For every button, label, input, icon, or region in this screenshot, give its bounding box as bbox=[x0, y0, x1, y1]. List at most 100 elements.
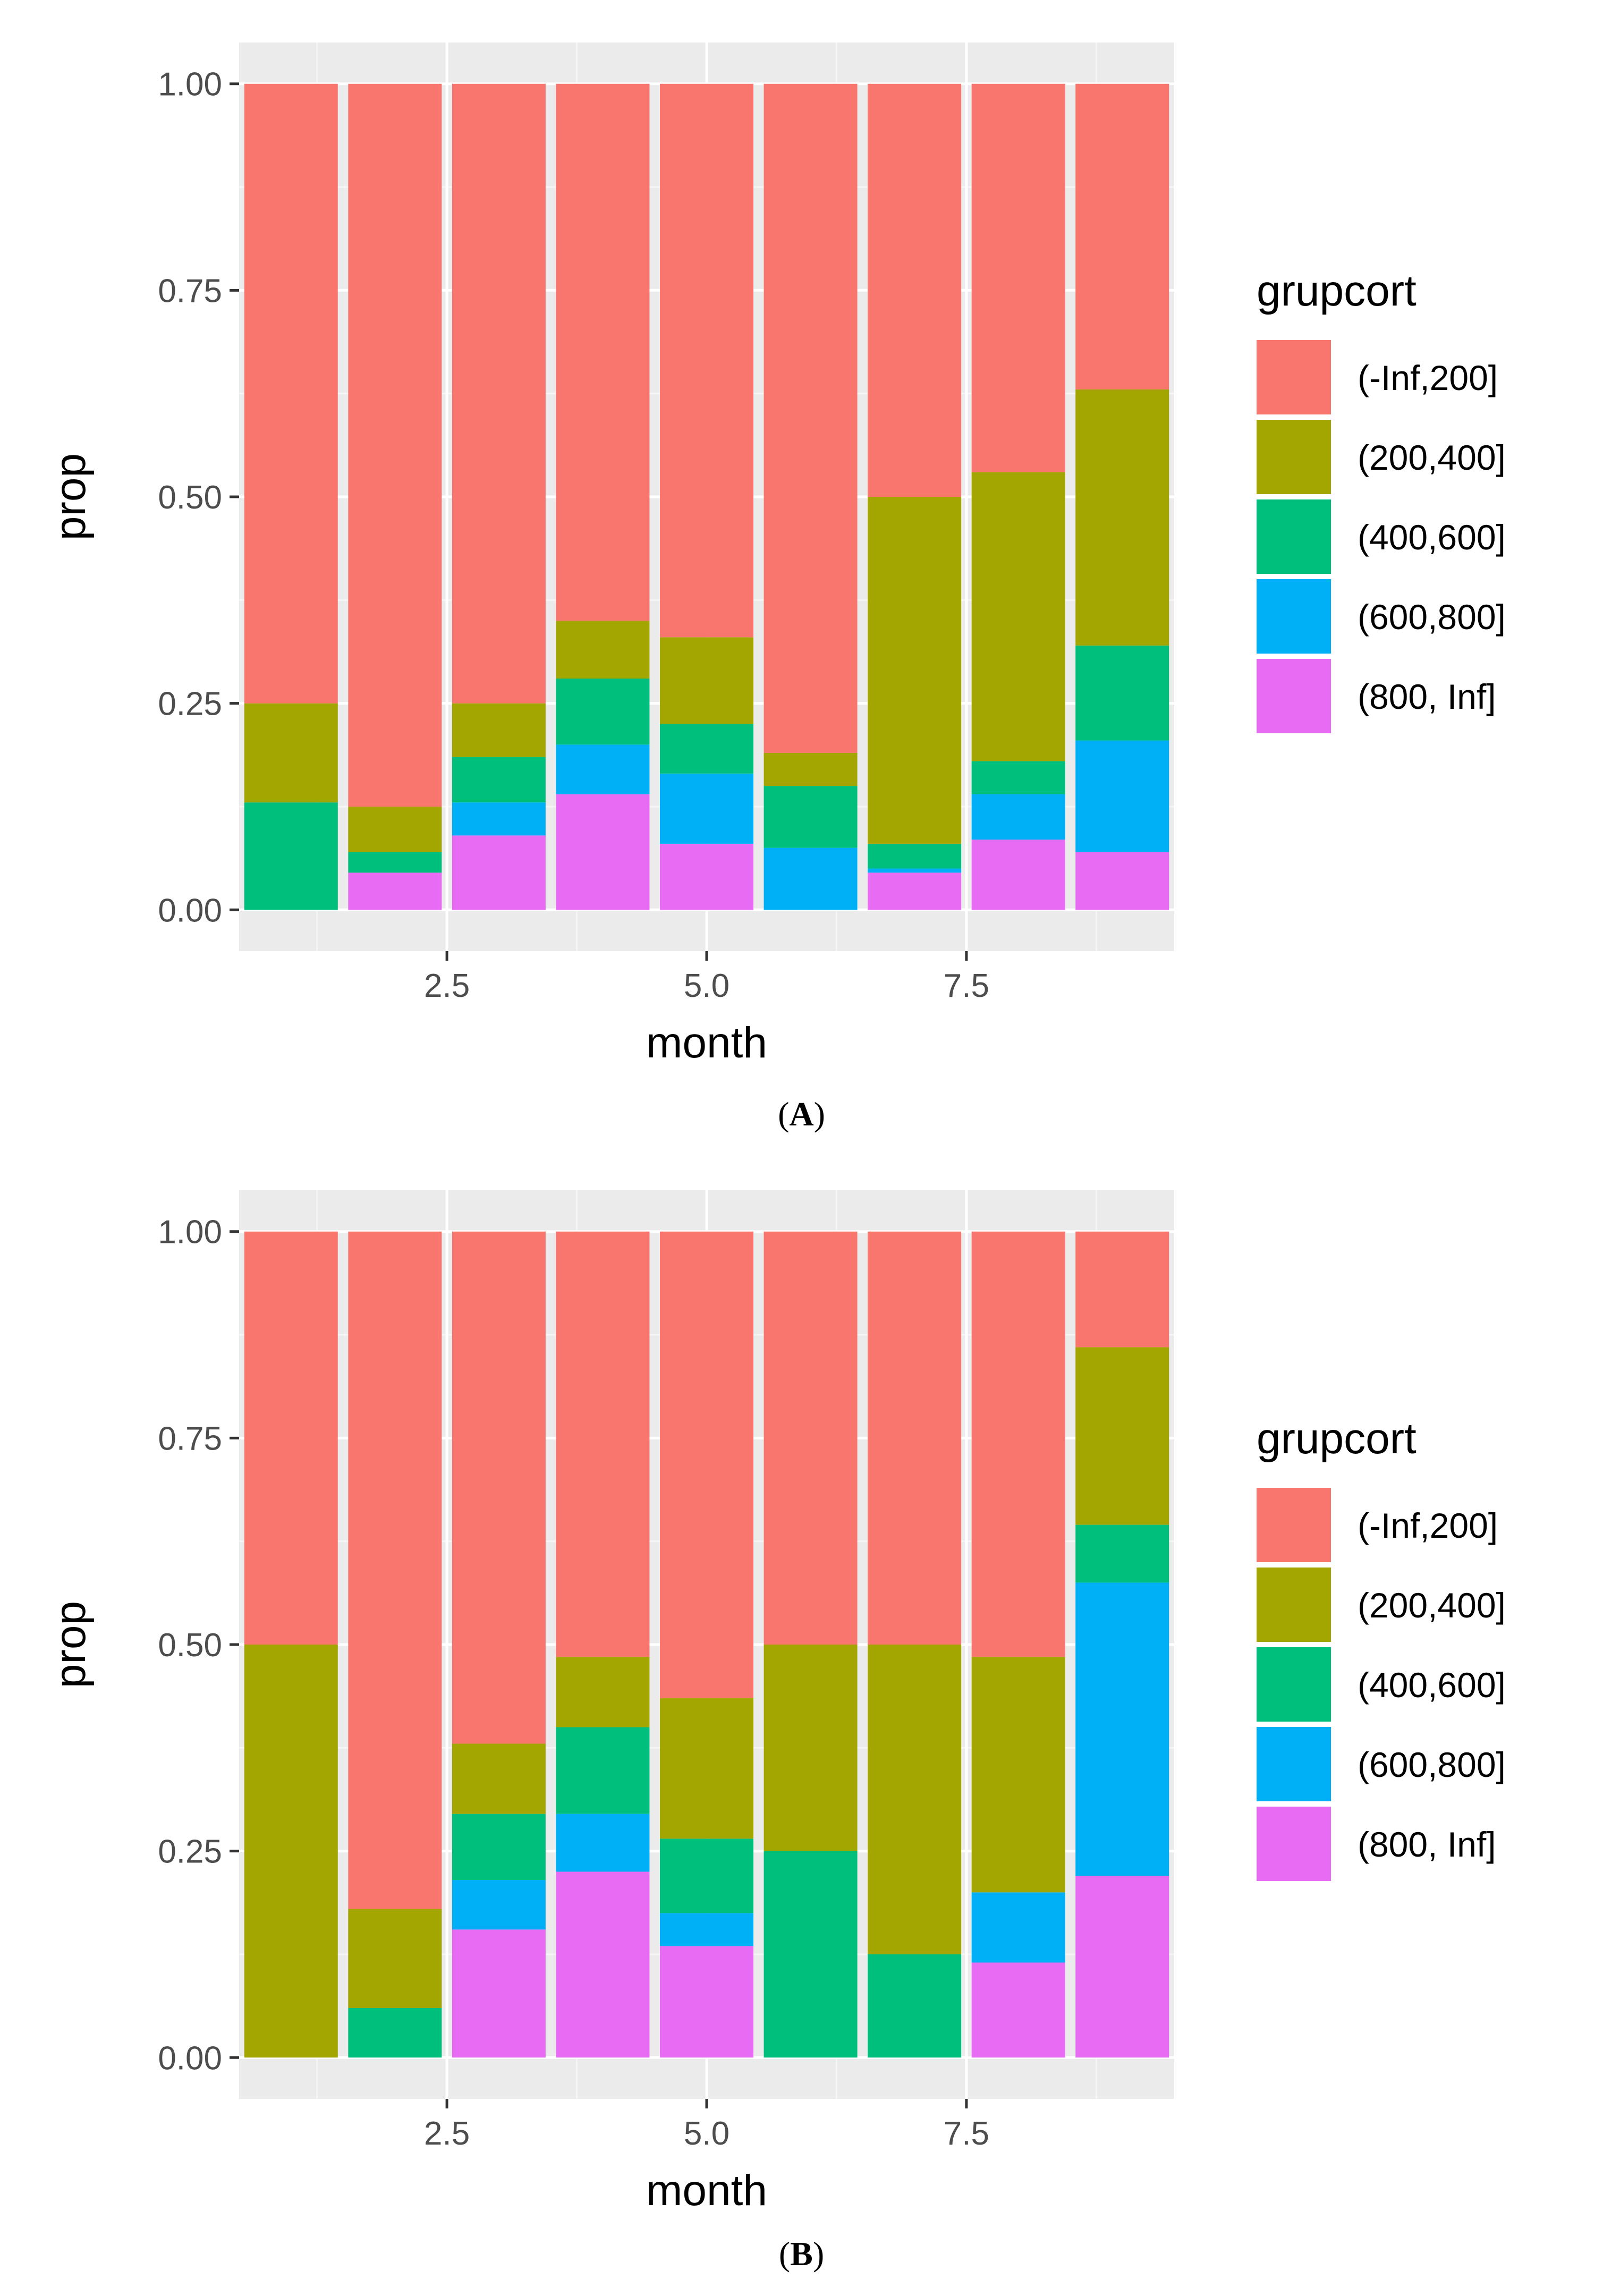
panel-label-a: (A) bbox=[778, 1095, 825, 1133]
chart-a-bar-m2-s1 bbox=[348, 806, 442, 852]
chart-b-bar-m5-s3 bbox=[660, 1913, 753, 1946]
chart-b-ytick-label-1: 0.25 bbox=[158, 1834, 222, 1870]
chart-a-bar-m7-s0 bbox=[868, 83, 962, 497]
chart-b-legend-label-2: (400,600] bbox=[1358, 1665, 1506, 1705]
chart-a-bar-m8-s0 bbox=[971, 83, 1065, 472]
chart-b-bar-m9-s1 bbox=[1075, 1347, 1169, 1525]
chart-b-svg: 0.00 0.25 0.50 0.75 1.00 2.5 5.0 7.5 month prop gr… bbox=[46, 1190, 1506, 2215]
chart-b-ytick-label-3: 0.75 bbox=[158, 1420, 222, 1457]
panel-label-b: (B) bbox=[778, 2235, 825, 2273]
chart-b-bar-m3-s4 bbox=[452, 1929, 546, 2058]
chart-a-bar-m2-s4 bbox=[348, 872, 442, 910]
chart-a-legend-key-4 bbox=[1257, 659, 1331, 733]
chart-b-legend-label-0: (-Inf,200] bbox=[1358, 1506, 1498, 1545]
chart-b-bar-m2-s2 bbox=[348, 2008, 442, 2058]
chart-b-bar-m8-s3 bbox=[971, 1892, 1065, 1963]
chart-a-bar-m4-s3 bbox=[556, 744, 650, 794]
chart-b-bar-m9-s3 bbox=[1075, 1582, 1169, 1876]
chart-b-legend-key-0 bbox=[1257, 1488, 1331, 1562]
chart-b-legend-key-2 bbox=[1257, 1647, 1331, 1722]
chart-a-bar-m2-s2 bbox=[348, 852, 442, 873]
chart-a-ytick-label-4: 1.00 bbox=[158, 66, 222, 103]
chart-a-bar-m3-s2 bbox=[452, 757, 546, 803]
chart-b-bar-m8-s1 bbox=[971, 1657, 1065, 1893]
chart-b-bar-m5-s4 bbox=[660, 1946, 753, 2058]
chart-b-bar-m6-s2 bbox=[764, 1851, 858, 2058]
chart-b-legend-key-1 bbox=[1257, 1568, 1331, 1642]
chart-b-y-axis-title: prop bbox=[46, 1601, 95, 1688]
chart-b-legend-label-1: (200,400] bbox=[1358, 1586, 1506, 1625]
chart-b-legend-label-3: (600,800] bbox=[1358, 1745, 1506, 1784]
chart-a-legend-label-0: (-Inf,200] bbox=[1358, 358, 1498, 397]
chart-a-legend-key-3 bbox=[1257, 579, 1331, 654]
chart-a-bar-m9-s4 bbox=[1075, 852, 1169, 910]
chart-b-legend-key-3 bbox=[1257, 1727, 1331, 1801]
chart-b-bar-m4-s4 bbox=[556, 1871, 650, 2058]
chart-a-xtick-label-2: 7.5 bbox=[944, 968, 989, 1004]
chart-a-legend-key-2 bbox=[1257, 499, 1331, 574]
chart-a-bar-m6-s0 bbox=[764, 83, 858, 753]
chart-a-bar-m8-s3 bbox=[971, 794, 1065, 840]
chart-a-bar-m7-s3 bbox=[868, 868, 962, 873]
chart-b-xtick-label-0: 2.5 bbox=[424, 2115, 470, 2152]
chart-b-bar-m9-s4 bbox=[1075, 1876, 1169, 2058]
chart-a-ytick-label-3: 0.75 bbox=[158, 273, 222, 309]
chart-panel-b: 0.00 0.25 0.50 0.75 1.00 2.5 5.0 7.5 month prop gr… bbox=[0, 1148, 1603, 2296]
chart-a-bar-m5-s4 bbox=[660, 843, 753, 910]
chart-a-legend-key-0 bbox=[1257, 340, 1331, 414]
chart-a-bar-m9-s1 bbox=[1075, 389, 1169, 646]
chart-b-bar-m8-s0 bbox=[971, 1231, 1065, 1657]
chart-a-xtick-label-0: 2.5 bbox=[424, 968, 470, 1004]
chart-b-xtick-label-1: 5.0 bbox=[684, 2115, 730, 2152]
chart-a-legend-title: grupcort bbox=[1257, 267, 1417, 315]
chart-a-bar-m7-s2 bbox=[868, 843, 962, 869]
chart-a-bar-m7-s1 bbox=[868, 497, 962, 844]
chart-b-bar-m3-s3 bbox=[452, 1880, 546, 1930]
chart-a-bar-m7-s4 bbox=[868, 872, 962, 910]
chart-a-bar-m5-s2 bbox=[660, 724, 753, 774]
chart-a-x-axis-title: month bbox=[646, 1019, 767, 1067]
chart-a-xtick-label-1: 5.0 bbox=[684, 968, 730, 1004]
chart-a-bar-m2-s0 bbox=[348, 83, 442, 807]
chart-b-bar-m5-s1 bbox=[660, 1698, 753, 1839]
chart-b-bar-m2-s1 bbox=[348, 1909, 442, 2008]
chart-b-bar-m4-s1 bbox=[556, 1657, 650, 1727]
chart-a-bar-m8-s2 bbox=[971, 761, 1065, 794]
chart-a-legend-label-1: (200,400] bbox=[1358, 438, 1506, 477]
chart-a-ytick-label-2: 0.50 bbox=[158, 479, 222, 516]
chart-b-x-axis-title: month bbox=[646, 2166, 767, 2215]
chart-b-bar-m9-s0 bbox=[1075, 1231, 1169, 1348]
chart-a-bar-m8-s4 bbox=[971, 840, 1065, 910]
chart-b-bar-m4-s2 bbox=[556, 1727, 650, 1814]
chart-b-bar-m1-s1 bbox=[244, 1645, 338, 2058]
chart-b-xtick-label-2: 7.5 bbox=[944, 2115, 989, 2152]
chart-b-bar-m3-s1 bbox=[452, 1743, 546, 1814]
chart-a-bar-m9-s3 bbox=[1075, 740, 1169, 852]
chart-b-bar-m4-s3 bbox=[556, 1814, 650, 1872]
chart-b-bar-m7-s0 bbox=[868, 1231, 962, 1645]
chart-a-svg: 0.00 0.25 0.50 0.75 1.00 2.5 5.0 7.5 month prop gr… bbox=[46, 43, 1506, 1067]
chart-b-bar-m8-s4 bbox=[971, 1962, 1065, 2058]
chart-b-bar-m2-s0 bbox=[348, 1231, 442, 1909]
chart-a-bar-m3-s4 bbox=[452, 835, 546, 910]
chart-a-bar-m1-s0 bbox=[244, 83, 338, 704]
chart-a-bar-m4-s0 bbox=[556, 83, 650, 621]
chart-a-bar-m6-s1 bbox=[764, 752, 858, 786]
chart-a-bar-m1-s2 bbox=[244, 802, 338, 910]
chart-b-bar-m7-s1 bbox=[868, 1645, 962, 1954]
chart-b-legend-title: grupcort bbox=[1257, 1414, 1417, 1463]
chart-a-bar-m3-s0 bbox=[452, 83, 546, 704]
chart-a-bar-m9-s0 bbox=[1075, 83, 1169, 389]
chart-a-legend-key-1 bbox=[1257, 420, 1331, 494]
chart-a-bar-m4-s4 bbox=[556, 794, 650, 910]
chart-b-bar-m6-s1 bbox=[764, 1645, 858, 1851]
chart-a-bar-m8-s1 bbox=[971, 472, 1065, 761]
chart-panel-a: 0.00 0.25 0.50 0.75 1.00 2.5 5.0 7.5 month prop gr… bbox=[46, 43, 1506, 1067]
chart-a-legend-label-3: (600,800] bbox=[1358, 597, 1506, 637]
chart-a-bar-m4-s1 bbox=[556, 621, 650, 679]
chart-b-bar-m5-s0 bbox=[660, 1231, 753, 1699]
chart-b-ytick-label-4: 1.00 bbox=[158, 1214, 222, 1251]
chart-a-bar-m5-s1 bbox=[660, 637, 753, 724]
chart-b-bar-m5-s2 bbox=[660, 1839, 753, 1913]
chart-b-bar-m4-s0 bbox=[556, 1231, 650, 1657]
